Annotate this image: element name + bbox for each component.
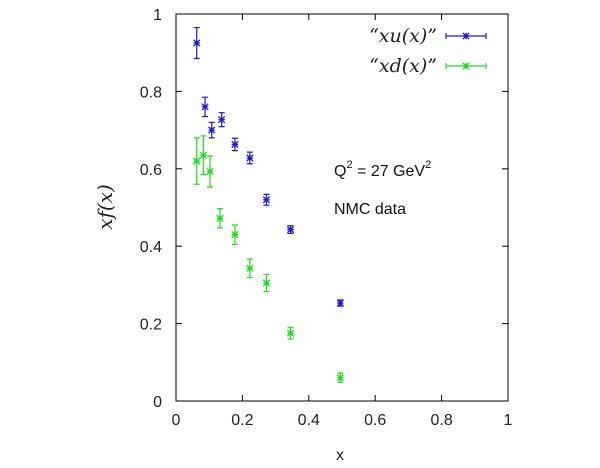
data-point <box>286 225 295 235</box>
axis-ticks: 0 0.2 0.4 0.6 0.8 1 0 0.2 0.4 0.6 0.8 1 <box>140 7 513 429</box>
point-marker <box>217 115 226 124</box>
y-tick-label: 0.6 <box>140 162 162 179</box>
data-point <box>208 121 216 139</box>
legend-label-xu: “xu(x)” <box>369 25 437 47</box>
data-point <box>231 224 239 245</box>
data-point <box>336 299 344 307</box>
x-tick-label: 0.6 <box>364 412 386 429</box>
data-point <box>262 193 271 206</box>
point-marker <box>201 103 209 111</box>
point-marker <box>336 374 344 382</box>
series-1 <box>193 135 344 384</box>
dataset-annotation: NMC data <box>334 201 406 218</box>
x-tick-label: 0.4 <box>298 412 320 429</box>
data-point <box>216 208 224 229</box>
x-tick-label: 1 <box>504 412 513 429</box>
series-0 <box>193 26 344 307</box>
q2-value: = 27 GeV <box>353 163 426 180</box>
q2-symbol: Q <box>334 163 346 180</box>
y-tick-label: 0.8 <box>140 84 162 101</box>
plot-frame <box>175 13 509 402</box>
point-marker <box>262 196 271 204</box>
point-marker <box>231 140 239 149</box>
y-tick-label: 0 <box>153 394 162 411</box>
point-marker <box>286 329 295 337</box>
data-point <box>206 155 214 188</box>
data-point <box>231 137 239 152</box>
data-point <box>286 326 295 340</box>
x-tick-label: 0.8 <box>430 412 452 429</box>
q2-annotation: Q2 = 27 GeV2 <box>334 159 431 180</box>
legend: “xu(x)” “xd(x)” <box>369 25 487 77</box>
legend-label-xd: “xd(x)” <box>369 55 437 77</box>
legend-symbol-xu <box>445 32 487 40</box>
data-points <box>193 26 344 384</box>
x-tick-label: 0.2 <box>231 412 253 429</box>
point-marker <box>206 167 214 176</box>
data-point <box>246 151 254 165</box>
point-marker <box>231 230 239 239</box>
point-marker <box>199 151 208 159</box>
data-point <box>201 96 209 118</box>
point-marker <box>286 225 295 234</box>
point-marker <box>208 126 216 134</box>
data-point <box>199 135 208 176</box>
legend-marker <box>462 62 470 70</box>
point-marker <box>246 154 254 162</box>
q2-exponent: 2 <box>346 159 352 171</box>
point-marker <box>246 264 254 272</box>
data-point <box>262 273 271 293</box>
point-marker <box>336 299 344 307</box>
data-point <box>193 26 201 60</box>
y-tick-label: 0.4 <box>140 239 162 256</box>
y-tick-label: 0.2 <box>140 317 162 334</box>
x-tick-label: 0 <box>172 412 181 429</box>
x-axis-label: x <box>336 447 344 464</box>
data-point <box>193 137 201 185</box>
point-marker <box>216 214 224 222</box>
point-marker <box>193 157 201 165</box>
y-axis-label: xf(x) <box>93 184 117 230</box>
data-point <box>246 258 254 279</box>
legend-symbol-xd <box>445 62 487 70</box>
point-marker <box>262 279 271 287</box>
q2-unit-exponent: 2 <box>425 159 431 171</box>
y-tick-label: 1 <box>153 7 162 24</box>
legend-marker <box>462 32 470 40</box>
data-point <box>336 372 344 384</box>
data-point <box>217 112 226 128</box>
point-marker <box>193 39 201 47</box>
